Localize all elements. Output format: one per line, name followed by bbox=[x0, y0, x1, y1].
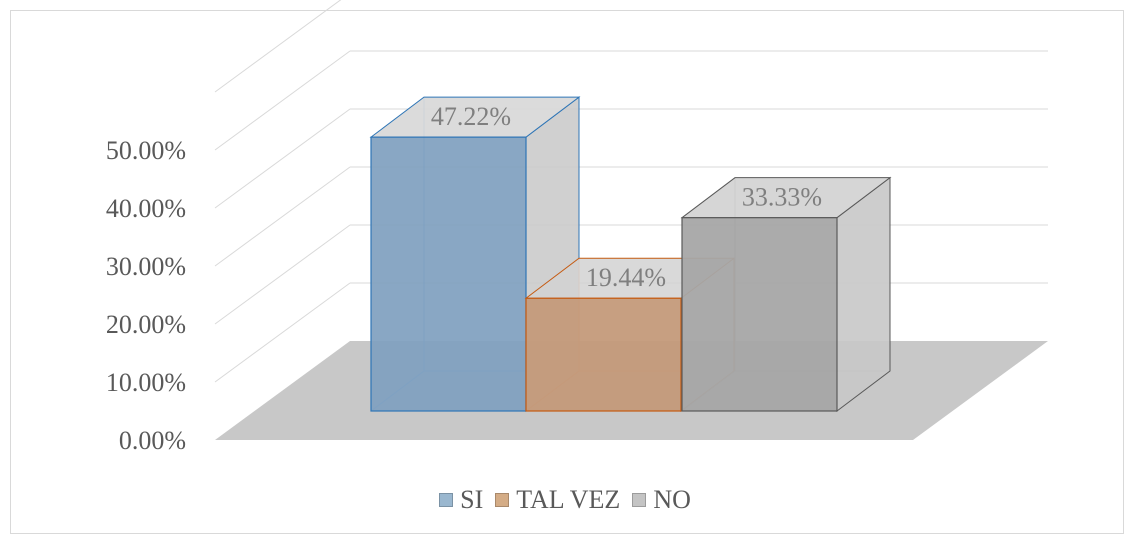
legend-label-no: NO bbox=[653, 485, 691, 514]
legend-item-si: SI bbox=[439, 485, 483, 515]
y-tick-label: 30.00% bbox=[106, 252, 186, 281]
y-tick-label: 40.00% bbox=[106, 194, 186, 223]
bar-si bbox=[369, 96, 581, 413]
legend-label-tal-vez: TAL VEZ bbox=[516, 485, 621, 514]
legend-item-tal-vez: TAL VEZ bbox=[495, 485, 620, 515]
gridline-side bbox=[214, 282, 351, 383]
gridline-side bbox=[214, 224, 351, 325]
legend-swatch-no bbox=[632, 493, 647, 507]
gridline-side bbox=[214, 0, 342, 93]
bar-front-face bbox=[525, 297, 682, 412]
data-label-si: 47.22% bbox=[431, 102, 511, 131]
gridline-side bbox=[214, 50, 351, 151]
y-tick-label: 10.00% bbox=[106, 368, 186, 397]
legend-item-no: NO bbox=[632, 485, 691, 515]
data-label-tal-vez: 19.44% bbox=[586, 263, 666, 292]
bar-side-face bbox=[836, 176, 891, 413]
bar-no bbox=[680, 176, 892, 413]
bar-front-face bbox=[370, 136, 527, 412]
y-tick-label: 20.00% bbox=[106, 310, 186, 339]
legend-swatch-si bbox=[439, 493, 454, 507]
legend-swatch-tal-vez bbox=[495, 493, 510, 507]
gridline-side bbox=[214, 166, 351, 267]
y-tick-label: 50.00% bbox=[106, 136, 186, 165]
data-label-no: 33.33% bbox=[742, 183, 822, 212]
bar-front-face bbox=[681, 217, 838, 412]
y-tick-label: 0.00% bbox=[119, 426, 186, 455]
gridline-side bbox=[214, 108, 351, 209]
legend: SI TAL VEZ NO bbox=[0, 480, 1130, 520]
legend-label-si: SI bbox=[460, 485, 484, 514]
